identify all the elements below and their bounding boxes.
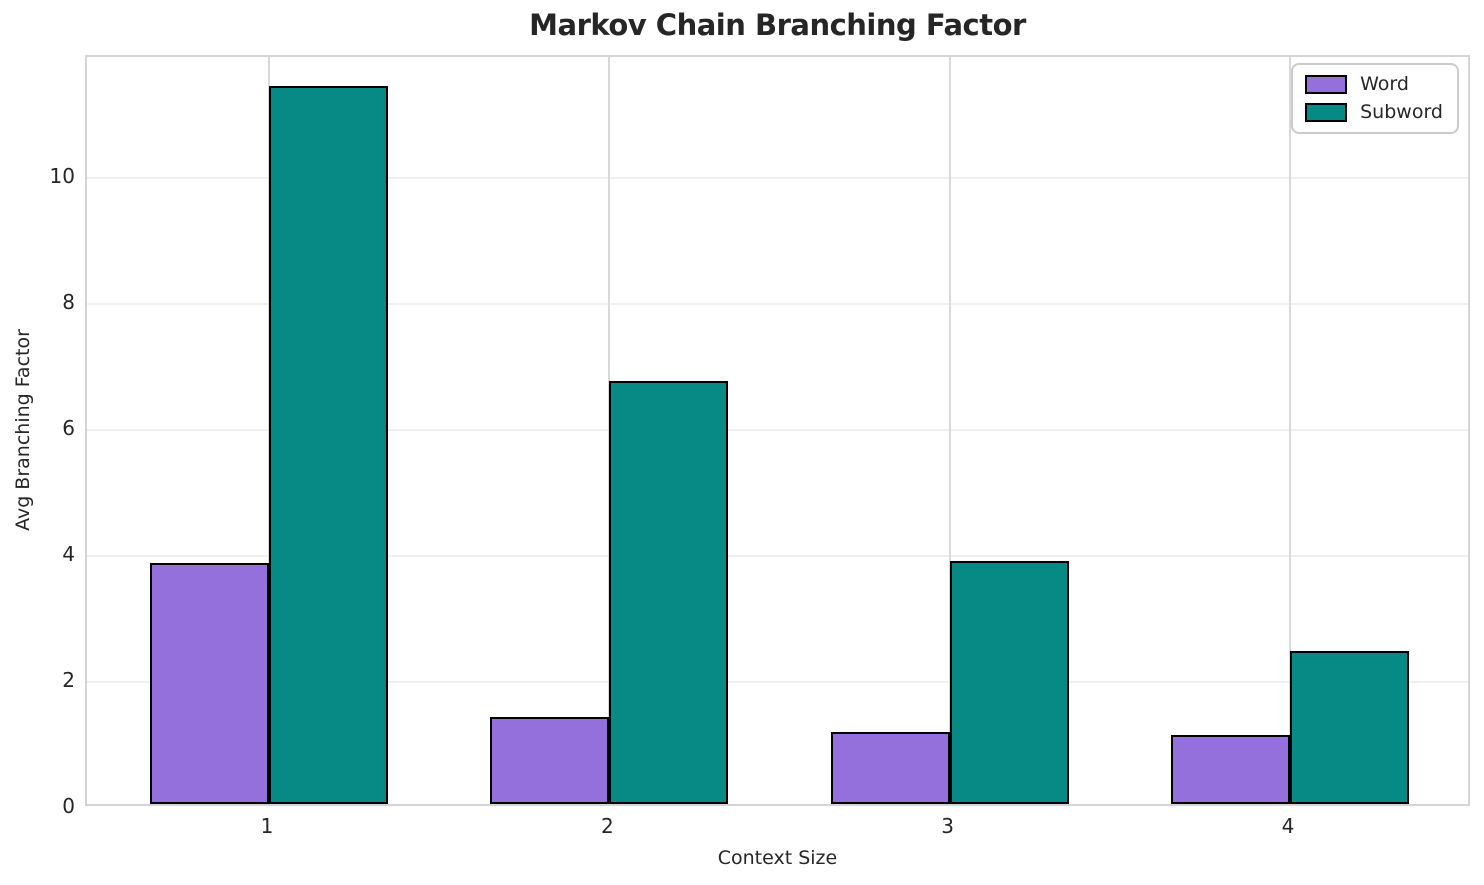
- bar-word-1: [149, 562, 270, 804]
- bar-word-2: [490, 717, 610, 804]
- legend-entry-word: Word: [1305, 75, 1443, 94]
- plot-area: Word Subword: [85, 55, 1470, 806]
- y-tick-label: 4: [62, 541, 75, 566]
- y-tick-label: 8: [62, 289, 75, 314]
- subword-swatch-icon: [1305, 103, 1348, 122]
- bar-subword-4: [1289, 650, 1410, 804]
- y-tick-label: 0: [62, 794, 75, 818]
- horizontal-gridline: [87, 680, 1468, 683]
- x-tick-label: 3: [941, 814, 954, 838]
- legend-entry-subword: Subword: [1305, 103, 1443, 122]
- vertical-gridline: [1288, 57, 1291, 804]
- x-tick-label: 4: [1281, 814, 1295, 838]
- x-tick-label: 2: [600, 814, 614, 838]
- y-tick-label: 6: [62, 415, 75, 440]
- x-tick-label: 1: [260, 814, 274, 838]
- bar-subword-1: [269, 86, 389, 804]
- bar-word-4: [1170, 735, 1290, 804]
- legend: Word Subword: [1291, 63, 1459, 134]
- y-tick-label: 10: [49, 163, 75, 188]
- bar-subword-2: [609, 380, 729, 804]
- x-axis-label: Context Size: [717, 847, 838, 869]
- bar-word-3: [830, 732, 950, 804]
- legend-label-word: Word: [1360, 73, 1409, 95]
- word-swatch-icon: [1305, 75, 1348, 94]
- bar-subword-3: [949, 560, 1069, 804]
- horizontal-gridline: [87, 176, 1468, 179]
- y-tick-label: 2: [62, 667, 75, 692]
- horizontal-gridline: [87, 302, 1468, 305]
- legend-label-subword: Subword: [1360, 101, 1443, 123]
- horizontal-gridline: [87, 428, 1468, 431]
- horizontal-gridline: [87, 554, 1468, 557]
- vertical-gridline: [948, 57, 951, 804]
- chart-title: Markov Chain Branching Factor: [529, 8, 1026, 42]
